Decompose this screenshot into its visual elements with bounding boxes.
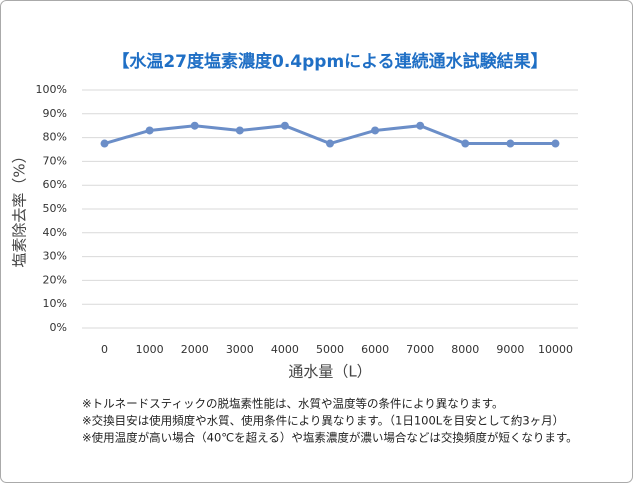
point [461, 139, 470, 148]
y-tick-label: 90% [43, 107, 67, 120]
note: ※使用温度が高い場合（40℃を超える）や塩素濃度が濃い場合などは交換頻度が短くな… [82, 431, 578, 445]
point [280, 121, 289, 130]
y-tick-label: 40% [43, 226, 67, 239]
x-tick-label: 10000 [538, 343, 573, 356]
note: ※トルネードスティックの脱塩素性能は、水質や温度等の条件により異なります。 [82, 397, 504, 411]
x-axis-label: 通水量（L） [288, 363, 371, 381]
x-tick-label: 4000 [271, 343, 299, 356]
x-tick-label: 5000 [316, 343, 344, 356]
note: ※交換目安は使用頻度や水質、使用条件により異なります。（1日100Lを目安として… [82, 414, 564, 428]
y-tick-label: 100% [36, 83, 67, 96]
y-tick-label: 0% [50, 321, 67, 334]
x-tick-label: 1000 [136, 343, 164, 356]
y-axis-label: 塩素除去率（%） [11, 148, 29, 267]
x-tick-label: 9000 [496, 343, 524, 356]
point [371, 126, 380, 135]
chart-title: 【水温27度塩素濃度0.4ppmによる連続通水試験結果】 [112, 51, 547, 72]
point [235, 126, 244, 135]
point [551, 139, 560, 148]
y-tick-label: 50% [43, 202, 67, 215]
y-tick-label: 20% [43, 273, 67, 286]
x-tick-label: 2000 [181, 343, 209, 356]
y-tick-label: 70% [43, 154, 67, 167]
point [326, 139, 334, 148]
y-tick-label: 10% [43, 297, 67, 310]
point [145, 126, 154, 135]
y-tick-label: 80% [43, 131, 67, 144]
x-tick-label: 6000 [361, 343, 389, 356]
point [190, 121, 199, 130]
x-tick-label: 3000 [226, 343, 254, 356]
y-tick-label: 30% [43, 250, 67, 263]
y-tick-label: 60% [43, 178, 67, 191]
x-tick-label: 7000 [406, 343, 434, 356]
point [506, 139, 515, 148]
point [100, 139, 109, 148]
x-tick-label: 8000 [451, 343, 479, 356]
x-tick-label: 0 [101, 343, 108, 356]
point [416, 121, 425, 130]
